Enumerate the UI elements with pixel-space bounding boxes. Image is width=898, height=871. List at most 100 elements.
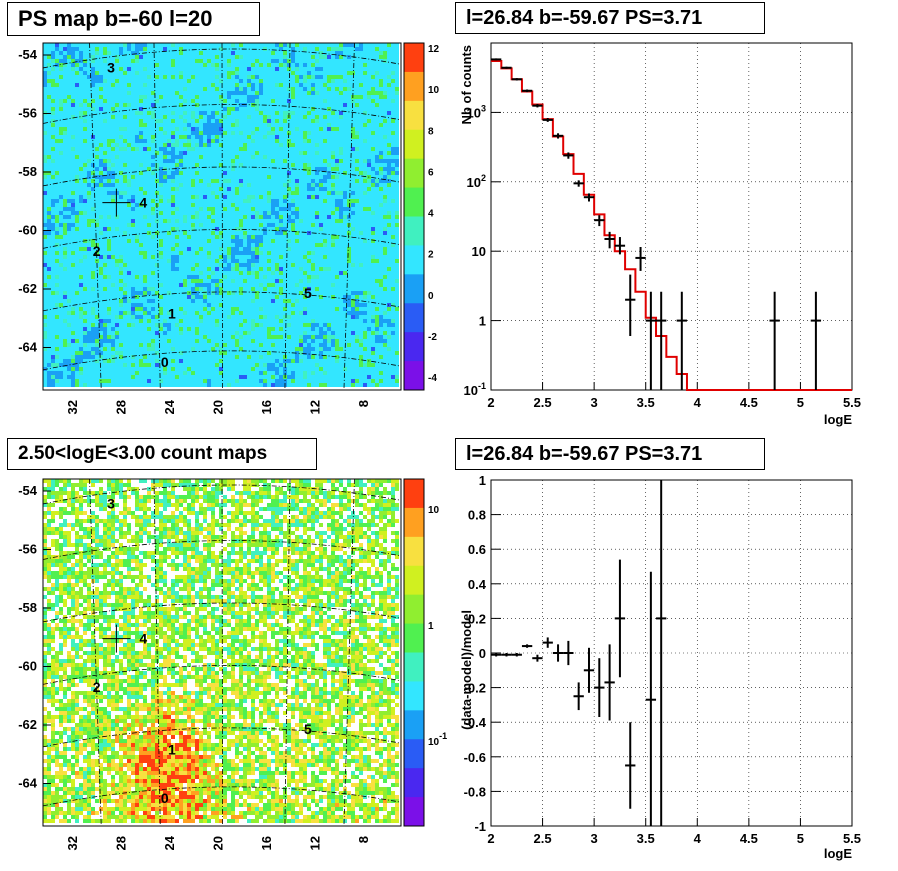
x-tick-label: 5.5 (843, 831, 861, 846)
x-tick-label: 2 (487, 395, 494, 410)
source-label-2: 2 (93, 679, 101, 695)
colorbar-swatch (404, 479, 424, 509)
source-label-5: 5 (304, 721, 312, 737)
data-point (573, 180, 584, 187)
colorbar-swatch (404, 332, 424, 362)
longitude-line (89, 478, 102, 827)
x-tick-label: 2.5 (534, 395, 552, 410)
plot-frame (490, 42, 853, 391)
residual-point (542, 637, 553, 648)
x-tick-label: 4.5 (740, 831, 758, 846)
x-tick-label: 12 (308, 400, 323, 414)
x-tick-label: 2.5 (534, 831, 552, 846)
data-point (594, 215, 605, 227)
x-tick-label: 32 (65, 836, 80, 850)
spectrum-chart: 2 2.5 3 3.5 4 4.5 5 5.5 10-1 1 10 102 103 logE Nb of c… (459, 42, 861, 427)
data-point (583, 193, 595, 202)
colorbar-tick-label: 10 (428, 505, 440, 516)
source-label-3: 3 (107, 495, 115, 511)
x-tick-label: 5 (797, 395, 804, 410)
data-point (552, 133, 564, 139)
residual-chart: 2 2.5 3 3.5 4 4.5 5 5.5 1 0.8 0.6 0.4 0.2 0 -0.2 -0.4 -0… (459, 473, 861, 861)
colorbar-swatch (404, 536, 424, 567)
colorbar-tick-label: 10-1 (428, 731, 447, 748)
y-tick-label: -0.8 (464, 784, 486, 799)
source-label-2: 2 (93, 243, 101, 259)
latitude-line (42, 786, 402, 807)
data-point (656, 291, 667, 390)
residual-point (532, 654, 543, 662)
colorbar-swatch (404, 507, 424, 538)
latitude-line (42, 484, 402, 505)
data-point (645, 291, 657, 390)
colorbar-swatch (404, 623, 424, 653)
x-tick-label: 20 (211, 400, 226, 414)
colorbar-tick-label: 2 (428, 250, 434, 261)
x-tick-label: 5 (797, 831, 804, 846)
colorbar-swatch (404, 303, 424, 333)
y-tick-label: -62 (18, 717, 37, 732)
residual-point (645, 571, 657, 826)
residual-point (625, 722, 636, 809)
colorbar-swatch (404, 274, 424, 304)
y-tick-label: -56 (18, 542, 37, 557)
x-tick-label: 3.5 (637, 831, 655, 846)
y-tick-label: -0.4 (464, 715, 487, 730)
grid (491, 43, 852, 390)
data-point (810, 291, 822, 390)
x-tick-label: 8 (356, 836, 371, 843)
colorbar-swatch (404, 797, 424, 827)
y-tick-label: -54 (18, 47, 38, 62)
y-tick-label: 0 (479, 646, 486, 661)
x-axis-label: logE (824, 412, 852, 427)
x-tick-label: 2 (487, 831, 494, 846)
x-tick-label: 24 (162, 399, 177, 414)
x-tick-label: 4 (694, 395, 702, 410)
residual-point (583, 647, 595, 693)
latitude-line (42, 727, 402, 748)
colorbar-frame (403, 42, 425, 391)
colorbar-tick-label: -2 (428, 332, 437, 343)
residual-point (563, 640, 574, 666)
source-label-0: 0 (161, 790, 169, 806)
x-axis-label: logE (824, 846, 852, 861)
y-tick-label: 1 (479, 473, 486, 488)
x-tick-label: 16 (259, 400, 274, 414)
longitude-line (284, 42, 291, 391)
source-label-0: 0 (161, 354, 169, 370)
residual-point (491, 653, 502, 657)
source-label-1: 1 (168, 742, 176, 758)
data-point (676, 291, 687, 390)
data-point (521, 89, 533, 93)
y-tick-label: 1 (479, 314, 486, 329)
data-point (604, 231, 615, 249)
count-map-title: 2.50<logE<3.00 count maps (7, 438, 317, 470)
ps-map-title: PS map b=-60 l=20 (7, 2, 260, 36)
colorbar-swatch (404, 710, 424, 740)
longitude-line (284, 478, 291, 827)
longitude-line (153, 42, 161, 391)
colorbar-frame (403, 478, 425, 827)
data-point (635, 246, 646, 271)
colorbar-tick-label: 1 (428, 621, 434, 632)
residual-point (604, 644, 615, 721)
y-tick-label: -60 (18, 659, 37, 674)
source-label-3: 3 (107, 59, 115, 75)
latitude-line (42, 291, 402, 312)
x-tick-label: 12 (308, 836, 323, 850)
colorbar-tick-label: 4 (428, 209, 434, 220)
latitude-line (42, 350, 402, 371)
source-label-1: 1 (168, 306, 176, 322)
residual-point (614, 559, 626, 678)
y-tick-label: -64 (18, 776, 38, 791)
y-tick-label: 0.4 (468, 577, 487, 592)
y-tick-label: 10 (472, 244, 486, 259)
count-map-heatmap: 32 28 24 20 16 12 8-54-56-58-60-62-64012345101… (18, 478, 447, 850)
source-label-5: 5 (304, 285, 312, 301)
y-tick-label: -58 (18, 164, 37, 179)
colorbar-swatch (404, 43, 424, 73)
data-point (563, 152, 574, 159)
residual-title: l=26.84 b=-59.67 PS=3.71 (455, 438, 765, 470)
residual-point (656, 480, 667, 826)
x-tick-label: 24 (162, 835, 177, 850)
